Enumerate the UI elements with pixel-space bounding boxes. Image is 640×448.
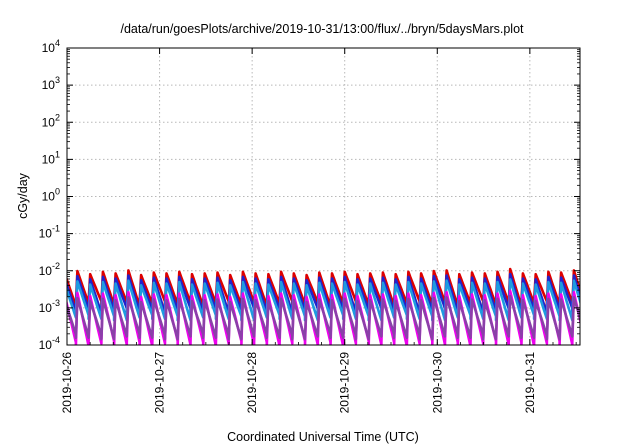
y-tick-exponent: -4 bbox=[52, 335, 60, 345]
x-tick-label: 2019-10-31 bbox=[523, 352, 537, 414]
y-tick-exponent: -1 bbox=[52, 224, 60, 234]
y-tick-exponent: 2 bbox=[55, 112, 60, 122]
series-line-4 bbox=[67, 289, 580, 345]
x-tick-label: 2019-10-28 bbox=[245, 352, 259, 414]
x-tick-label: 2019-10-30 bbox=[430, 352, 444, 414]
series-line-5 bbox=[67, 294, 580, 341]
y-tick-base: 10 bbox=[42, 41, 56, 55]
x-tick-label: 2019-10-29 bbox=[338, 352, 352, 414]
y-tick-exponent: -2 bbox=[52, 261, 60, 271]
y-tick-label: 10-1 bbox=[39, 224, 60, 241]
x-tick-label: 2019-10-27 bbox=[153, 352, 167, 414]
y-tick-label: 104 bbox=[42, 38, 60, 55]
y-tick-exponent: -3 bbox=[52, 298, 60, 308]
y-tick-base: 10 bbox=[39, 227, 53, 241]
axis-ticks bbox=[66, 47, 580, 346]
y-tick-exponent: 0 bbox=[55, 187, 60, 197]
y-tick-base: 10 bbox=[39, 301, 53, 315]
y-axis-label: cGy/day bbox=[16, 172, 30, 219]
y-tick-label: 100 bbox=[42, 187, 60, 204]
y-tick-base: 10 bbox=[39, 264, 53, 278]
x-tick-label: 2019-10-26 bbox=[60, 352, 74, 414]
y-tick-base: 10 bbox=[42, 152, 56, 166]
chart-title: /data/run/goesPlots/archive/2019-10-31/1… bbox=[120, 22, 524, 36]
x-axis-label: Coordinated Universal Time (UTC) bbox=[227, 430, 419, 444]
y-tick-label: 102 bbox=[42, 112, 60, 129]
y-tick-base: 10 bbox=[42, 78, 56, 92]
y-tick-label: 101 bbox=[42, 149, 60, 166]
y-tick-label: 10-2 bbox=[39, 261, 60, 278]
y-tick-label: 103 bbox=[42, 75, 60, 92]
x-tick-labels: 2019-10-26 2019-10-27 2019-10-28 2019-10-29… bbox=[60, 352, 537, 414]
y-tick-label: 10-4 bbox=[39, 335, 60, 352]
y-tick-base: 10 bbox=[42, 190, 56, 204]
y-tick-base: 10 bbox=[39, 338, 53, 352]
y-tick-label: 10-3 bbox=[39, 298, 60, 315]
y-tick-exponent: 4 bbox=[55, 38, 60, 48]
y-tick-exponent: 1 bbox=[55, 149, 60, 159]
y-tick-base: 10 bbox=[42, 115, 56, 129]
data-series bbox=[67, 267, 580, 345]
y-tick-exponent: 3 bbox=[55, 75, 60, 85]
